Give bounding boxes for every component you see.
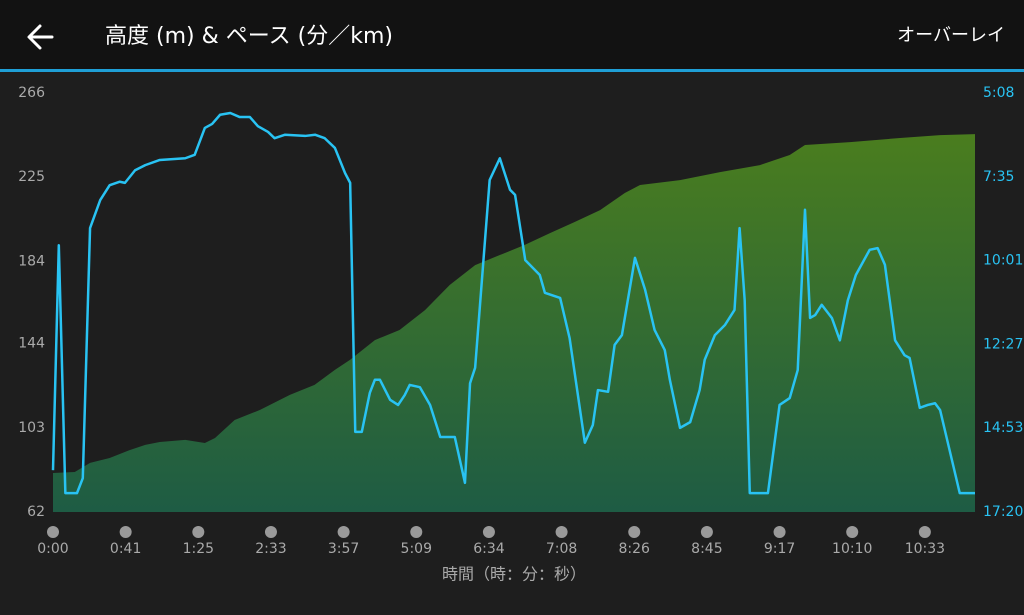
x-tick-label: 6:34 (473, 541, 505, 557)
x-tick-dot (264, 526, 277, 538)
chart-title: 高度 (m) & ペース (分／km) (105, 24, 393, 49)
x-tick-dot (482, 526, 495, 538)
y-tick-label: 266 (18, 85, 45, 101)
header-underline (0, 69, 1024, 72)
x-tick-dot (555, 526, 568, 538)
y-tick-label: 103 (18, 420, 45, 436)
y-tick-label: 225 (18, 169, 45, 185)
x-tick-dot (846, 526, 859, 538)
x-tick-label: 3:57 (328, 541, 359, 557)
x-tick-dot (700, 526, 713, 538)
back-arrow[interactable] (27, 24, 54, 50)
x-tick-dot (47, 526, 59, 538)
elevation-area (53, 134, 975, 512)
overlay-button[interactable]: オーバーレイ (897, 25, 1005, 46)
x-tick-label: 5:09 (401, 541, 432, 557)
back-button[interactable] (27, 24, 54, 50)
x-tick-dot (337, 526, 350, 538)
x-tick-label: 0:41 (110, 541, 141, 557)
y2-tick-label: 5:08 (983, 85, 1014, 101)
x-tick-label: 7:08 (546, 541, 577, 557)
x-tick-label: 8:26 (619, 541, 651, 557)
x-tick-dot (918, 526, 931, 538)
x-tick-dot (628, 526, 641, 538)
y2-tick-label: 17:20 (983, 504, 1023, 520)
y2-tick-label: 7:35 (983, 169, 1014, 185)
y-tick-label: 62 (27, 504, 45, 520)
x-tick-dot (119, 526, 132, 538)
y-tick-label: 144 (18, 336, 45, 352)
x-tick-dot (192, 526, 205, 538)
x-tick-label: 0:00 (37, 541, 68, 557)
x-tick-dot (410, 526, 423, 538)
y2-tick-label: 10:01 (983, 253, 1023, 269)
header (0, 0, 1024, 69)
x-tick-label: 8:45 (691, 541, 722, 557)
y2-tick-label: 12:27 (983, 336, 1023, 352)
y2-tick-label: 14:53 (983, 420, 1023, 436)
x-tick-label: 1:25 (183, 541, 214, 557)
x-tick-label: 10:10 (832, 541, 872, 557)
x-axis-title: 時間（時：分：秒） (442, 565, 586, 584)
x-tick-label: 2:33 (255, 541, 286, 557)
pace-line (51, 111, 975, 495)
y-tick-label: 184 (18, 253, 45, 269)
x-tick-label: 9:17 (764, 541, 795, 557)
x-tick-label: 10:33 (905, 541, 945, 557)
x-tick-dot (773, 526, 786, 538)
